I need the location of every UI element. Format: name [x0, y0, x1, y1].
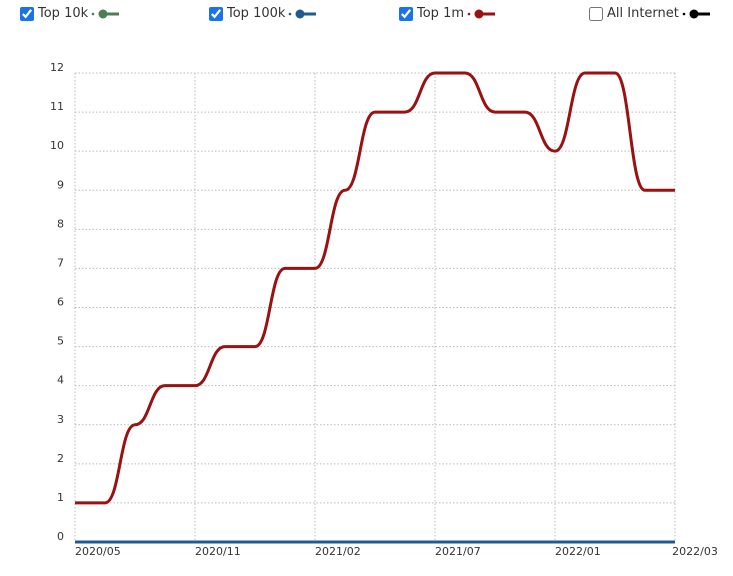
icon-circle	[295, 9, 305, 18]
checkbox[interactable]	[20, 6, 34, 21]
legend-item[interactable]: Top 1m	[399, 6, 497, 21]
x-tick-label: 2020/05	[75, 545, 121, 558]
x-tick-label: 2022/03	[672, 545, 718, 558]
y-tick-label: 0	[57, 530, 64, 543]
y-tick-label: 7	[57, 256, 64, 269]
legend: Top 10k Top 100k Top 1m All Internet	[0, 6, 733, 28]
legend-icon	[682, 9, 710, 18]
legend-icon	[467, 9, 496, 18]
checkbox[interactable]	[399, 6, 413, 21]
x-tick-label: 2022/01	[555, 545, 601, 558]
legend-item[interactable]: Top 10k	[20, 6, 121, 21]
icon-dot	[682, 12, 686, 15]
checkbox[interactable]	[589, 6, 603, 21]
checkbox[interactable]	[209, 6, 223, 21]
y-tick-label: 10	[50, 139, 64, 152]
icon-circle	[98, 9, 108, 18]
legend-label: All Internet	[607, 6, 679, 21]
y-tick-label: 1	[57, 491, 64, 504]
y-tick-label: 4	[57, 374, 64, 387]
x-tick-label: 2021/07	[435, 545, 481, 558]
y-tick-label: 6	[57, 296, 64, 309]
legend-label: Top 10k	[38, 6, 89, 21]
icon-circle	[474, 9, 484, 18]
y-tick-label: 3	[57, 413, 64, 426]
legend-label: Top 100k	[227, 6, 286, 21]
y-tick-label: 11	[50, 100, 64, 113]
icon-dot	[467, 12, 471, 15]
icon-dot	[91, 12, 95, 15]
legend-item[interactable]: All Internet	[589, 6, 712, 21]
y-tick-label: 9	[57, 178, 64, 191]
legend-label: Top 1m	[417, 6, 465, 21]
legend-item[interactable]: Top 100k	[209, 6, 318, 21]
x-tick-label: 2021/02	[315, 545, 361, 558]
x-tick-label: 2020/11	[195, 545, 241, 558]
y-tick-label: 12	[50, 61, 64, 74]
icon-dot	[289, 12, 292, 15]
legend-icon	[91, 9, 120, 18]
y-tick-label: 2	[57, 452, 64, 465]
legend-icon	[289, 9, 317, 18]
series-line	[75, 71, 675, 505]
icon-circle	[689, 9, 699, 18]
y-tick-label: 5	[57, 335, 64, 348]
y-tick-label: 8	[57, 217, 64, 230]
